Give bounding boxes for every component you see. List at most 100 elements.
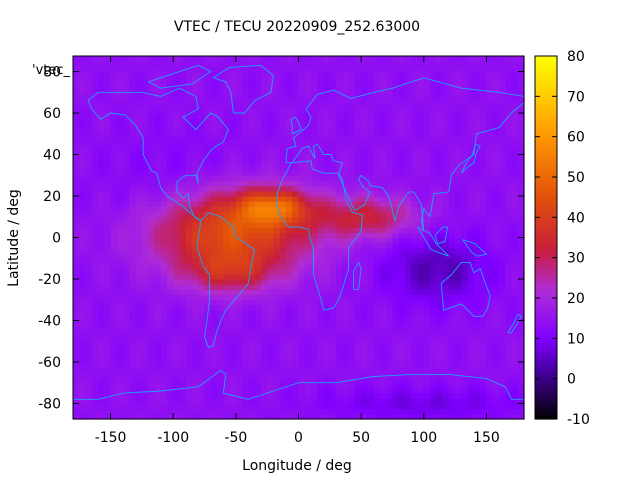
heatmap-cell [141, 102, 149, 109]
heatmap-cell [498, 315, 506, 322]
heatmap-cell [505, 377, 513, 384]
heatmap-cell [254, 398, 262, 405]
heatmap-cell [461, 227, 469, 233]
heatmap-cell [79, 232, 87, 239]
heatmap-cell [348, 310, 356, 316]
heatmap-cell [386, 71, 394, 78]
heatmap-cell [116, 175, 124, 182]
heatmap-cell [248, 299, 256, 306]
heatmap-cell [505, 346, 513, 353]
heatmap-cell [279, 144, 287, 150]
heatmap-cell [192, 413, 199, 420]
heatmap-cell [116, 123, 124, 130]
heatmap-cell [98, 268, 105, 275]
heatmap-cell [141, 76, 149, 83]
heatmap-cell [329, 211, 337, 218]
heatmap-cell [223, 372, 231, 379]
heatmap-cell [411, 185, 419, 192]
heatmap-cell [498, 325, 506, 332]
heatmap-cell [91, 102, 99, 109]
heatmap-cell [436, 253, 444, 259]
heatmap-cell [148, 294, 156, 301]
heatmap-cell [104, 216, 112, 223]
heatmap-cell [386, 232, 394, 239]
heatmap-cell [210, 56, 218, 62]
heatmap-cell [154, 346, 162, 353]
heatmap-cell [173, 144, 181, 150]
heatmap-cell [129, 216, 137, 223]
heatmap-cell [135, 398, 143, 405]
heatmap-cell [298, 273, 306, 280]
heatmap-cell [148, 304, 156, 311]
heatmap-cell [173, 387, 181, 394]
heatmap-cell [423, 299, 431, 306]
heatmap-cell [473, 196, 481, 202]
heatmap-cell [267, 382, 275, 389]
heatmap-cell [98, 382, 105, 389]
heatmap-cell [110, 87, 118, 93]
heatmap-cell [110, 278, 118, 285]
heatmap-cell [329, 398, 337, 405]
heatmap-cell [361, 138, 368, 145]
heatmap-cell [398, 413, 406, 420]
heatmap-cell [229, 71, 237, 78]
heatmap-cell [198, 336, 206, 342]
heatmap-cell [273, 284, 281, 290]
heatmap-cell [223, 273, 231, 280]
heatmap-cell [229, 403, 237, 410]
heatmap-cell [254, 92, 262, 99]
heatmap-cell [461, 361, 469, 368]
heatmap-cell [486, 159, 494, 166]
heatmap-cell [392, 71, 400, 78]
heatmap-cell [154, 102, 162, 109]
heatmap-cell [235, 92, 243, 99]
heatmap-cell [98, 346, 105, 353]
heatmap-cell [166, 294, 174, 301]
heatmap-cell [223, 61, 231, 67]
heatmap-cell [267, 201, 275, 207]
heatmap-cell [411, 304, 419, 311]
heatmap-cell [417, 403, 425, 410]
heatmap-cell [91, 138, 99, 145]
heatmap-cell [192, 113, 199, 119]
heatmap-cell [323, 118, 331, 125]
heatmap-cell [373, 201, 381, 207]
heatmap-cell [329, 361, 337, 368]
heatmap-cell [473, 133, 481, 140]
heatmap-cell [129, 351, 137, 358]
heatmap-cell [423, 71, 431, 78]
heatmap-cell [492, 294, 500, 301]
heatmap-cell [436, 159, 444, 166]
heatmap-cell [179, 242, 187, 249]
heatmap-cell [192, 185, 199, 192]
heatmap-cell [404, 133, 412, 140]
heatmap-cell [285, 118, 293, 125]
heatmap-cell [285, 367, 293, 373]
heatmap-cell [279, 320, 287, 327]
heatmap-cell [379, 304, 387, 311]
heatmap-cell [323, 361, 331, 368]
heatmap-cell [160, 180, 168, 187]
heatmap-cell [185, 284, 193, 290]
heatmap-cell [354, 170, 362, 176]
heatmap-cell [354, 253, 362, 259]
heatmap-cell [323, 211, 331, 218]
heatmap-cell [379, 315, 387, 322]
heatmap-cell [367, 351, 375, 358]
heatmap-cell [379, 356, 387, 363]
heatmap-cell [304, 128, 312, 135]
heatmap-cell [166, 372, 174, 379]
heatmap-cell [417, 164, 425, 171]
heatmap-cell [148, 113, 156, 119]
heatmap-cell [235, 284, 243, 290]
heatmap-cell [398, 310, 406, 316]
heatmap-cell [123, 56, 130, 62]
heatmap-cell [311, 341, 318, 347]
heatmap-cell [392, 278, 400, 285]
heatmap-cell [505, 66, 513, 73]
heatmap-cell [430, 133, 437, 140]
heatmap-cell [411, 123, 419, 130]
heatmap-cell [104, 154, 112, 161]
heatmap-cell [336, 128, 343, 135]
heatmap-cell [436, 221, 444, 228]
